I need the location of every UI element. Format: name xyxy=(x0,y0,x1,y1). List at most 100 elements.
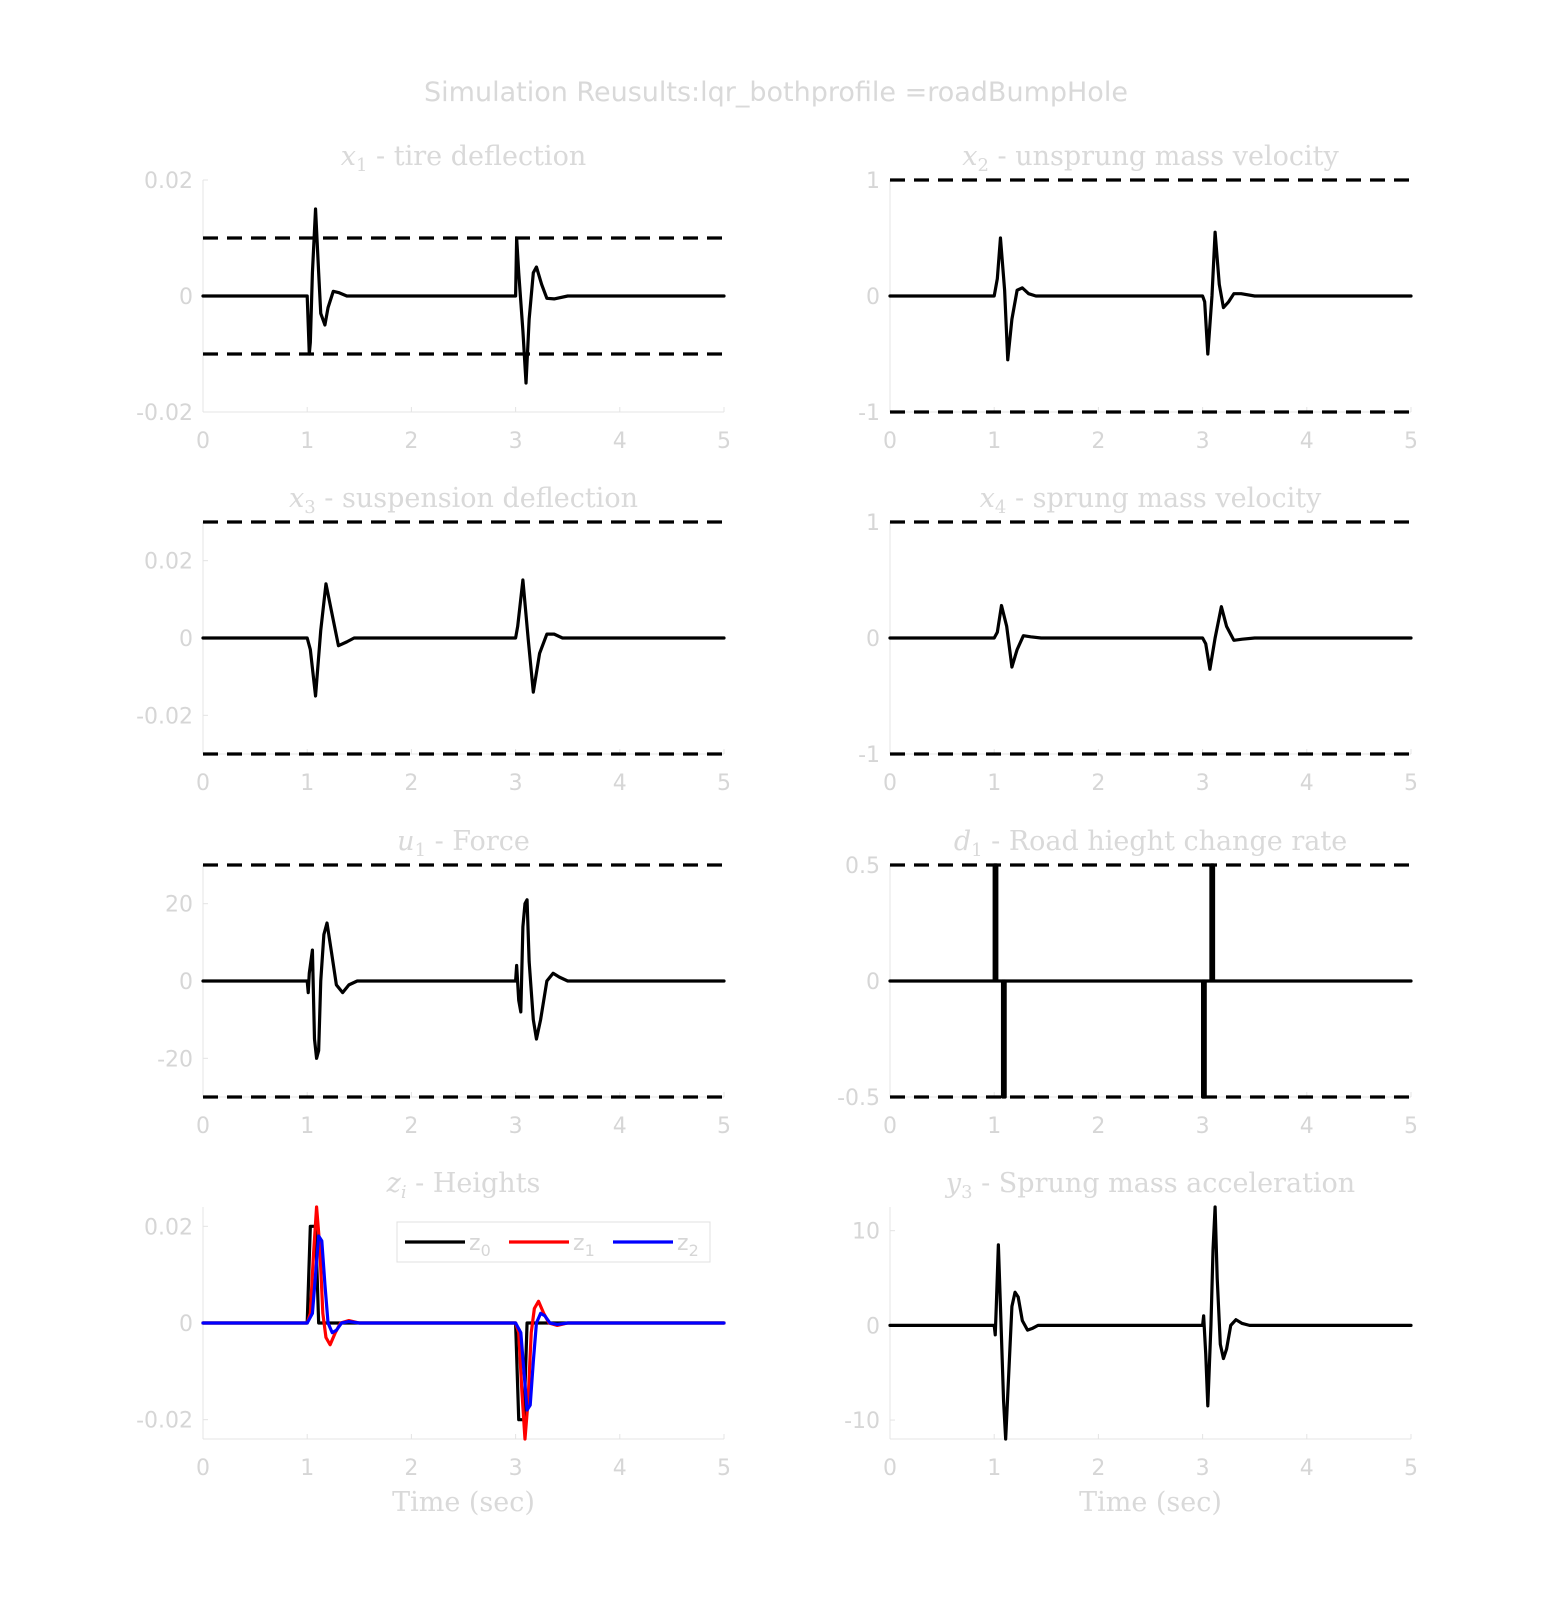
x-tick-label: 4 xyxy=(613,771,627,796)
y-tick-label: 1 xyxy=(866,169,880,194)
x-tick-label: 5 xyxy=(1404,1456,1418,1481)
x-tick-label: 1 xyxy=(300,1114,314,1139)
subplot-title: zi - Heights xyxy=(386,1168,541,1203)
x-tick-label: 3 xyxy=(1196,771,1210,796)
y-tick-label: 0 xyxy=(179,627,193,652)
y-tick-label: 0 xyxy=(866,285,880,310)
x-tick-label: 2 xyxy=(1091,1114,1105,1139)
x-tick-label: 3 xyxy=(1196,1456,1210,1481)
x-tick-label: 0 xyxy=(883,771,897,796)
legend-label-main: z xyxy=(469,1231,481,1256)
y-tick-label: 0 xyxy=(179,970,193,995)
x-tick-label: 5 xyxy=(717,1114,731,1139)
y-tick-label: 0.02 xyxy=(144,1215,193,1240)
x-tick-label: 0 xyxy=(196,1114,210,1139)
x-tick-label: 5 xyxy=(1404,771,1418,796)
x-tick-label: 1 xyxy=(300,1456,314,1481)
x-axis-label: Time (sec) xyxy=(1079,1487,1222,1518)
y-tick-label: -20 xyxy=(157,1047,193,1072)
y-tick-label: 20 xyxy=(165,893,193,918)
title-text: - unsprung mass velocity xyxy=(989,141,1339,172)
legend-label-main: z xyxy=(573,1231,585,1256)
y-tick-label: 0 xyxy=(866,1314,880,1339)
title-subscript: 1 xyxy=(356,155,367,176)
title-subscript: 1 xyxy=(971,840,982,861)
legend-label: z1 xyxy=(573,1231,595,1260)
title-text: - Heights xyxy=(407,1168,541,1199)
y-tick-label: -0.02 xyxy=(136,1409,193,1434)
x-tick-label: 3 xyxy=(1196,1114,1210,1139)
subplot-2: 0 1 2 3 4 510-1x2 - unsprung mass velocity xyxy=(858,141,1418,454)
subplot-title: x3 - suspension deflection xyxy=(289,483,638,518)
x-tick-label: 3 xyxy=(509,1456,523,1481)
y-tick-label: -1 xyxy=(858,743,880,768)
x-tick-label: 2 xyxy=(1091,771,1105,796)
x-tick-label: 4 xyxy=(613,429,627,454)
x-tick-label: 3 xyxy=(509,429,523,454)
y-tick-label: -0.5 xyxy=(837,1086,880,1111)
title-text: - Force xyxy=(426,826,530,857)
x-tick-label: 2 xyxy=(404,771,418,796)
y-tick-label: 0.02 xyxy=(144,169,193,194)
x-tick-label: 5 xyxy=(1404,429,1418,454)
x-tick-label: 2 xyxy=(404,1456,418,1481)
series-line-1 xyxy=(888,230,1413,362)
y-tick-label: 0 xyxy=(179,1312,193,1337)
y-tick-label: 0 xyxy=(179,285,193,310)
x-tick-label: 1 xyxy=(987,429,1001,454)
x-tick-label: 2 xyxy=(1091,1456,1105,1481)
subplot-title: x2 - unsprung mass velocity xyxy=(962,141,1339,176)
series-line-3 xyxy=(201,1234,726,1412)
legend-label-main: z xyxy=(677,1231,689,1256)
title-text: - tire deflection xyxy=(367,141,586,172)
x-tick-label: 3 xyxy=(509,771,523,796)
title-subscript: 1 xyxy=(415,840,426,861)
x-tick-label: 0 xyxy=(883,1456,897,1481)
subplot-title: x4 - sprung mass velocity xyxy=(980,483,1322,518)
subplot-6: 0 1 2 3 4 50.50-0.5d1 - Road hieght change ra… xyxy=(837,826,1418,1139)
y-tick-label: -10 xyxy=(844,1409,880,1434)
subplot-title: y3 - Sprung mass acceleration xyxy=(945,1168,1355,1203)
x-tick-label: 5 xyxy=(717,429,731,454)
title-symbol: z xyxy=(386,1168,402,1199)
legend-label: z2 xyxy=(677,1231,699,1260)
title-symbol: y xyxy=(945,1168,962,1199)
title-text: - Road hieght change rate xyxy=(983,826,1348,857)
x-tick-label: 2 xyxy=(1091,429,1105,454)
series-line-1 xyxy=(201,578,726,698)
title-text: - suspension deflection xyxy=(316,483,638,514)
title-symbol: u xyxy=(397,826,414,857)
y-tick-label: 0.5 xyxy=(845,854,880,879)
title-text: - Sprung mass acceleration xyxy=(973,1168,1356,1199)
y-tick-label: -0.02 xyxy=(136,704,193,729)
subplot-4: 0 1 2 3 4 510-1x4 - sprung mass velocity xyxy=(858,483,1418,796)
legend-label-subscript: 1 xyxy=(585,1241,595,1260)
x-tick-label: 0 xyxy=(196,771,210,796)
series-line-1 xyxy=(888,863,1413,1099)
y-tick-label: 1 xyxy=(866,511,880,536)
y-tick-label: 0 xyxy=(866,970,880,995)
x-tick-label: 4 xyxy=(613,1114,627,1139)
series-line-1 xyxy=(201,207,726,385)
x-tick-label: 0 xyxy=(196,429,210,454)
subplot-title: x1 - tire deflection xyxy=(341,141,586,176)
y-tick-label: -1 xyxy=(858,401,880,426)
x-tick-label: 2 xyxy=(404,429,418,454)
title-symbol: x xyxy=(980,483,995,514)
x-tick-label: 4 xyxy=(1300,1456,1314,1481)
subplot-title: d1 - Road hieght change rate xyxy=(954,826,1347,861)
title-text: - sprung mass velocity xyxy=(1006,483,1322,514)
x-tick-label: 1 xyxy=(987,1456,1001,1481)
y-tick-label: 10 xyxy=(852,1220,880,1245)
title-symbol: x xyxy=(962,141,977,172)
x-tick-label: 1 xyxy=(300,429,314,454)
title-symbol: x xyxy=(289,483,304,514)
x-axis-label: Time (sec) xyxy=(392,1487,535,1518)
